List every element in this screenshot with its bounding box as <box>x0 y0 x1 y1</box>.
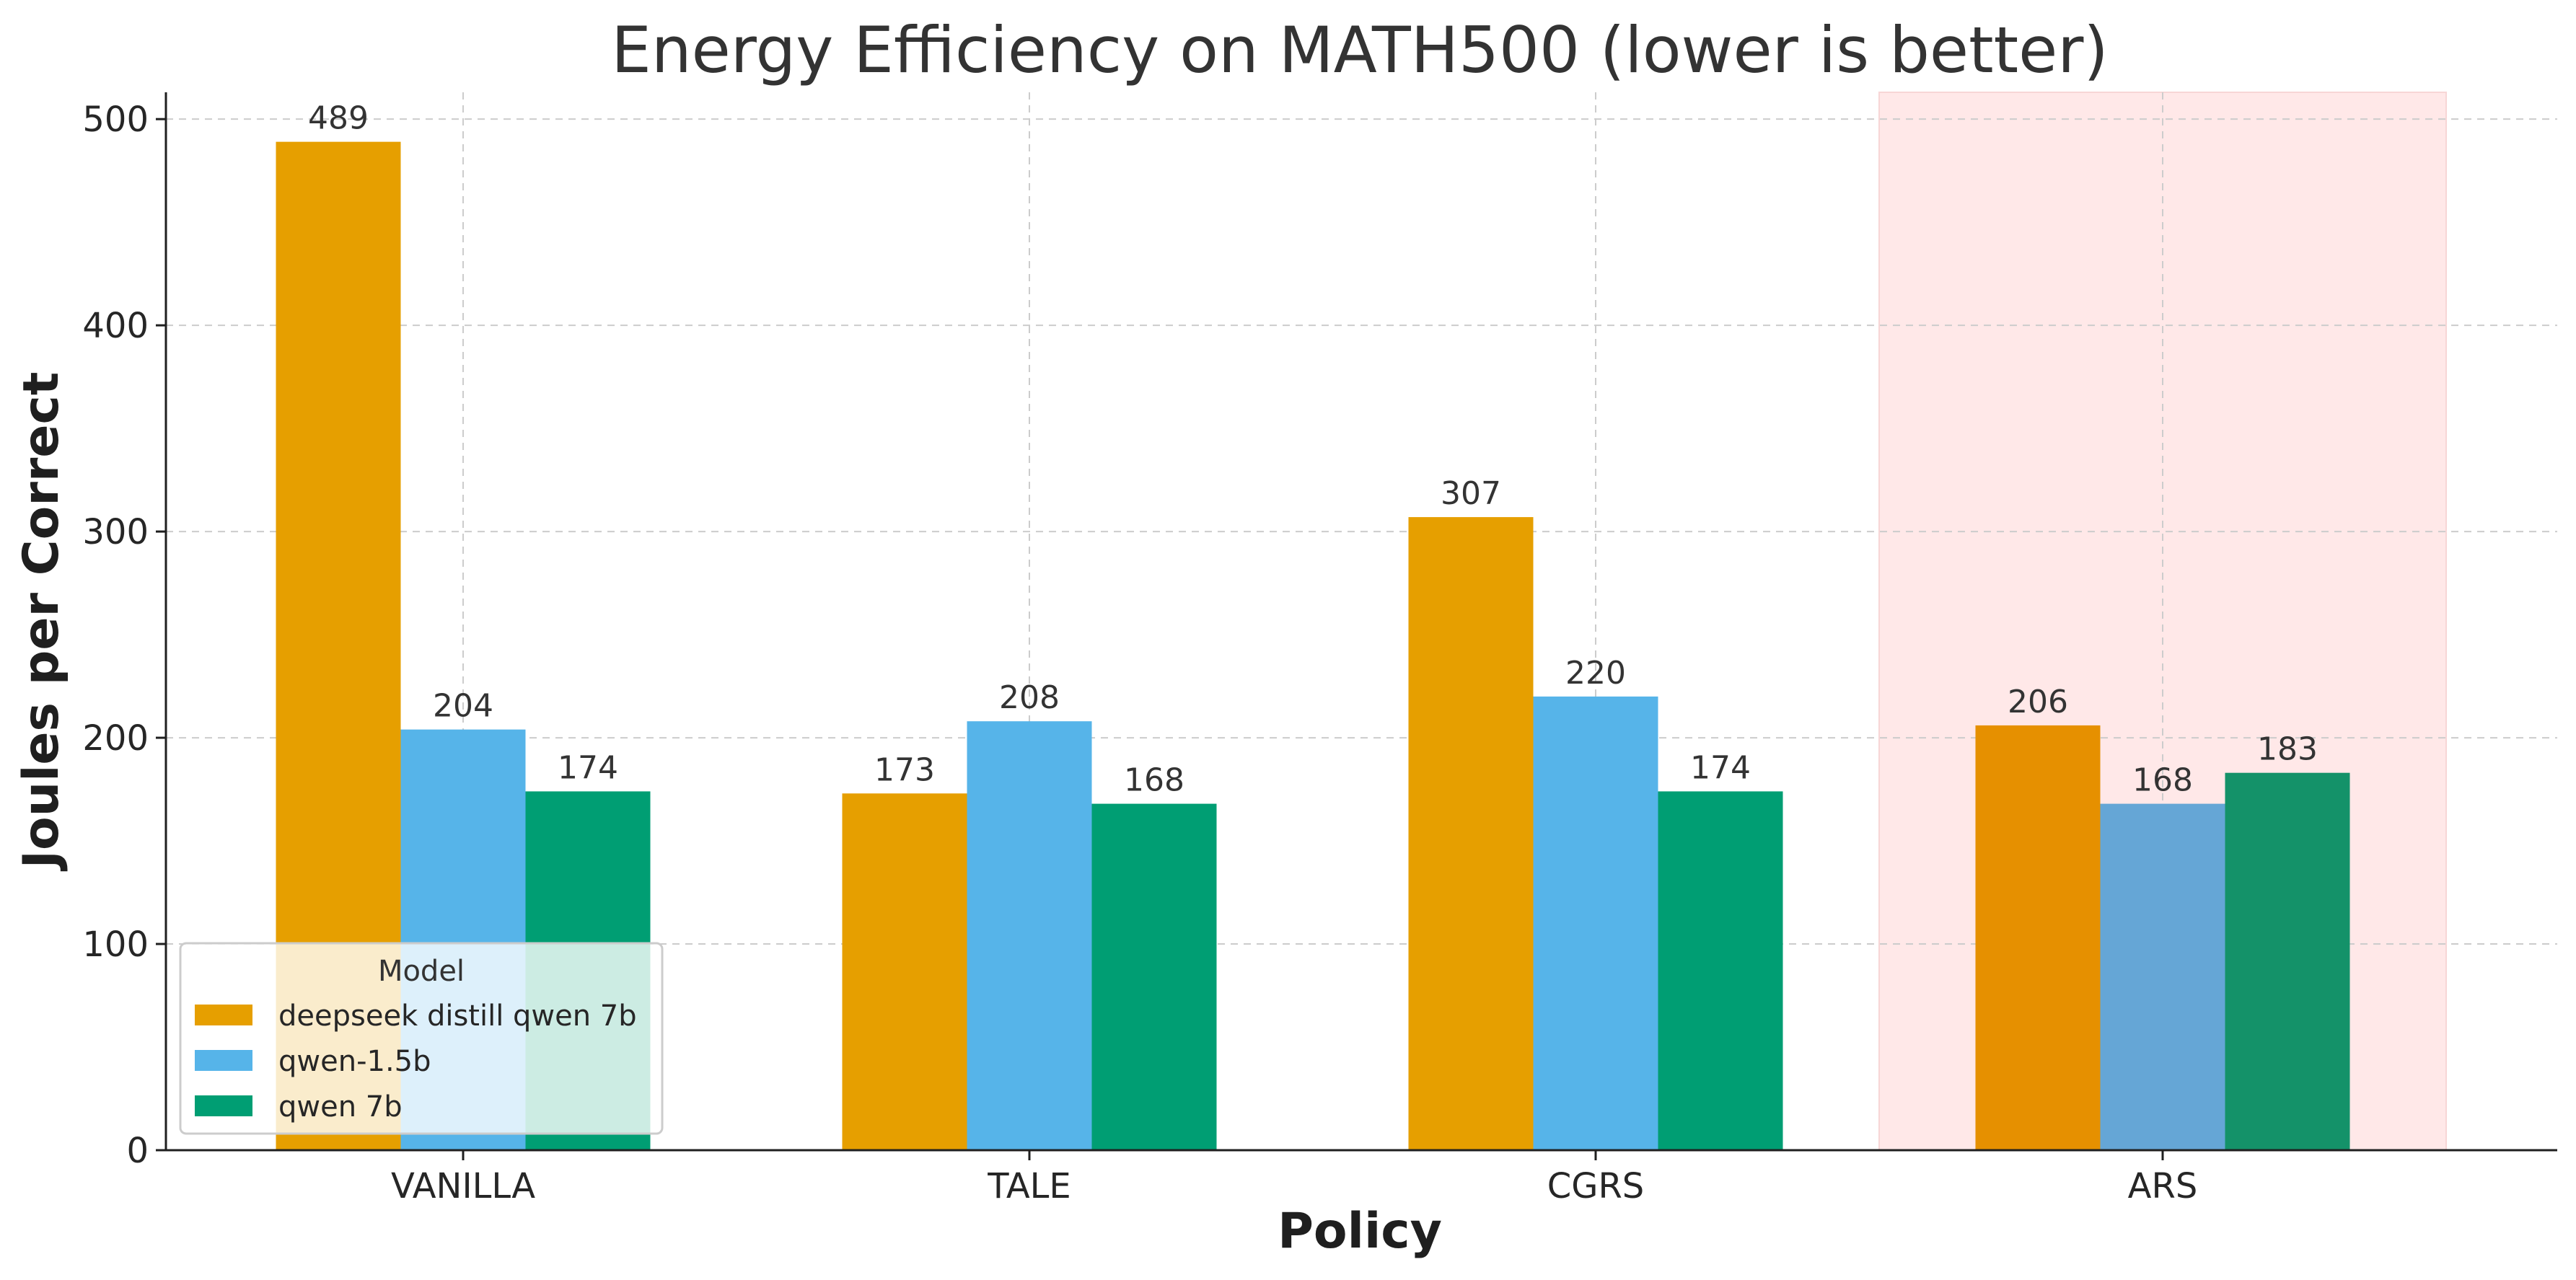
y-tick-label: 100 <box>82 924 149 965</box>
bar-value-label: 307 <box>1441 475 1501 512</box>
bar <box>842 793 967 1150</box>
legend-box <box>179 942 664 1135</box>
data-label-layer: 489 204 174 173 208 168 307 220 174 206 168 183 <box>308 100 2318 799</box>
tick-layer: 0 100 200 300 400 500 VANILLA TALE CGRS ARS <box>82 100 2197 1206</box>
y-axis-label: Joules per Correct <box>13 372 70 872</box>
bar-value-label: 173 <box>874 751 935 788</box>
bar-value-label: 489 <box>308 100 369 137</box>
legend-label: qwen-1.5b <box>278 1045 431 1078</box>
chart-title: Energy Efficiency on MATH500 (lower is b… <box>611 13 2108 87</box>
x-tick-label: TALE <box>987 1166 1071 1206</box>
bar-value-label: 208 <box>999 679 1060 716</box>
bar-value-label: 174 <box>1690 749 1751 786</box>
legend-swatch <box>195 1050 252 1071</box>
bar <box>1975 725 2101 1150</box>
bar-value-label: 183 <box>2257 731 2318 768</box>
bar-value-label: 220 <box>1565 655 1626 692</box>
x-tick-label: ARS <box>2128 1166 2198 1206</box>
legend-swatch <box>195 1005 252 1025</box>
bar-value-label: 174 <box>558 749 618 786</box>
y-tick-label: 300 <box>82 512 149 552</box>
y-tick-label: 0 <box>126 1131 149 1171</box>
x-tick-label: VANILLA <box>391 1166 535 1206</box>
legend-label: qwen 7b <box>278 1090 403 1124</box>
bar <box>967 721 1092 1150</box>
bar <box>1658 791 1783 1150</box>
bar <box>1091 803 1217 1150</box>
bar <box>2100 803 2225 1150</box>
legend-items: deepseek distill qwen 7b qwen-1.5b qwen 7b <box>195 999 637 1124</box>
legend-title: Model <box>378 955 465 988</box>
bar-value-label: 206 <box>2008 684 2068 720</box>
x-tick-label: CGRS <box>1547 1166 1645 1206</box>
bar <box>1533 696 1658 1150</box>
legend-swatch <box>195 1095 252 1116</box>
legend: Model deepseek distill qwen 7b qwen-1.5b q… <box>179 942 664 1135</box>
axis-layer <box>164 92 2557 1152</box>
legend-label: deepseek distill qwen 7b <box>278 999 637 1033</box>
bar <box>1408 517 1534 1150</box>
bar-value-label: 168 <box>1124 762 1184 799</box>
x-axis-label: Policy <box>1278 1203 1442 1260</box>
bar <box>2225 772 2350 1150</box>
y-tick-label: 500 <box>82 100 149 140</box>
y-tick-label: 200 <box>82 718 149 759</box>
bar-value-label: 168 <box>2132 762 2193 799</box>
bar-value-label: 204 <box>433 688 493 725</box>
y-tick-label: 400 <box>82 306 149 346</box>
